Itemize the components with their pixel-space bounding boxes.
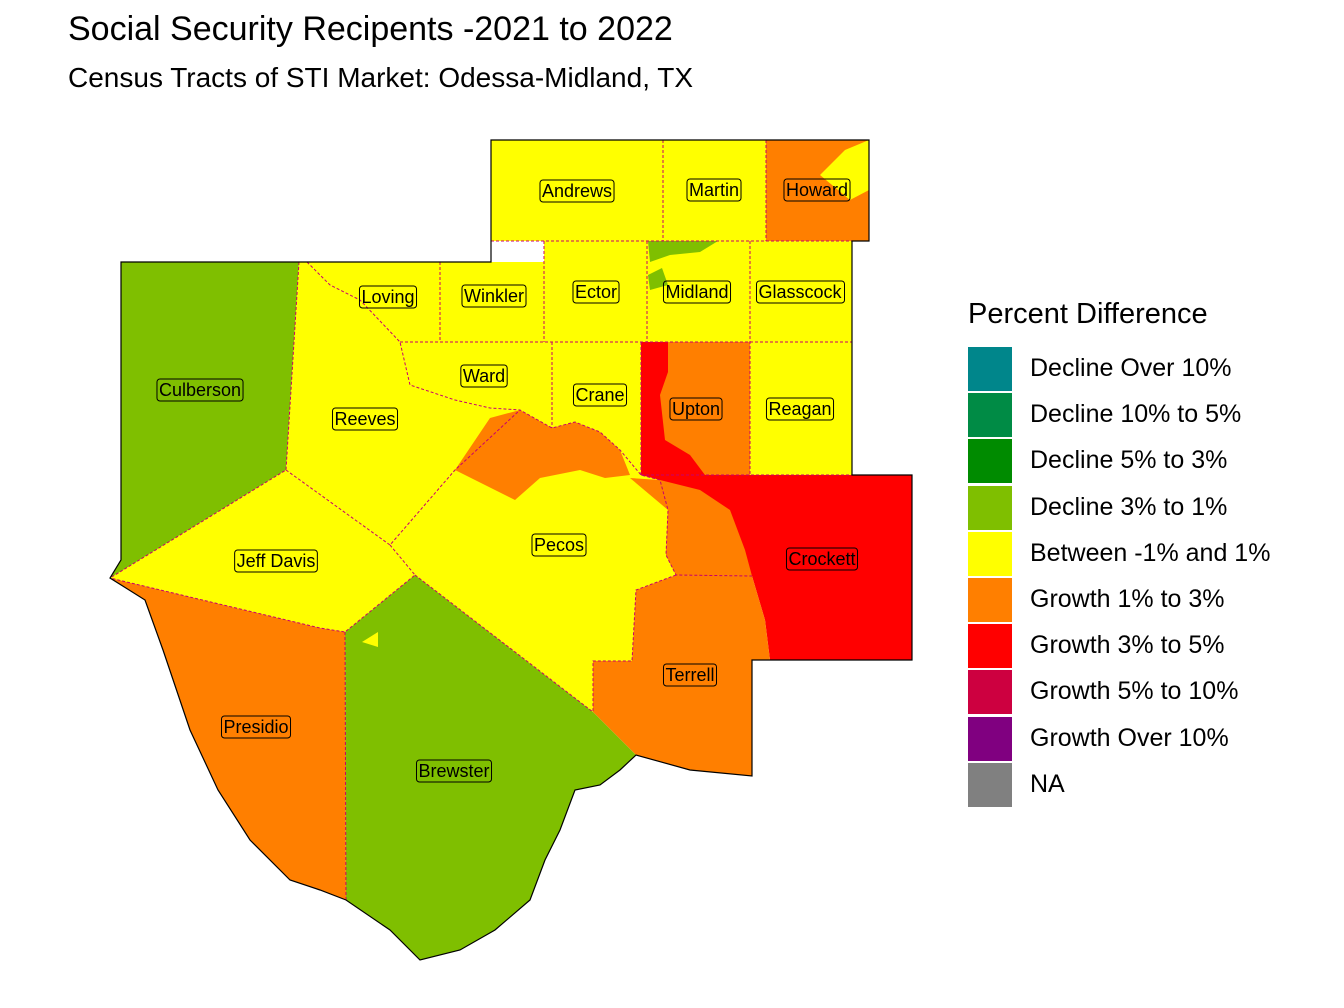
svg-text:Crane: Crane [575,385,624,405]
legend-swatch [968,716,1012,761]
county-martin [663,140,766,241]
svg-text:Glasscock: Glasscock [758,282,842,302]
legend-item: Decline 10% to 5% [968,393,1328,438]
county-label-andrews: Andrews [539,179,615,203]
county-reagan [750,342,852,475]
county-label-reeves: Reeves [331,407,399,431]
legend-item: Decline 3% to 1% [968,485,1328,530]
county-jeffdavis [110,470,415,632]
svg-text:Andrews: Andrews [542,181,612,201]
county-label-jeff-davis: Jeff Davis [234,549,318,573]
svg-text:Pecos: Pecos [534,535,584,555]
svg-text:Ward: Ward [463,366,505,386]
legend-swatch [968,624,1012,669]
county-label-terrell: Terrell [662,663,718,687]
county-label-ector: Ector [572,280,620,304]
county-label-glasscock: Glasscock [755,280,846,304]
pecos-tract-patch-orange [455,410,630,500]
legend-swatch [968,439,1012,484]
county-label-midland: Midland [662,280,732,304]
upton-tract-patch [641,342,705,475]
legend-swatch [968,393,1012,438]
county-culberson [110,262,299,578]
svg-text:Upton: Upton [672,399,720,419]
legend-title: Percent Difference [968,298,1208,330]
legend-label: NA [1030,769,1065,798]
legend-item: NA [968,762,1328,807]
svg-text:Jeff Davis: Jeff Davis [237,551,316,571]
legend-label: Decline Over 10% [1030,354,1232,382]
svg-text:Terrell: Terrell [665,665,714,685]
svg-text:Martin: Martin [689,180,739,200]
market-outline [109,139,913,961]
legend-label: Growth Over 10% [1030,723,1229,752]
county-label-upton: Upton [669,397,723,421]
county-glasscock [750,241,852,342]
svg-text:Winkler: Winkler [464,286,524,306]
county-label-howard: Howard [783,178,851,202]
svg-text:Midland: Midland [665,282,728,302]
county-label-presidio: Presidio [220,715,292,739]
county-label-reagan: Reagan [765,397,835,421]
legend-item: Growth 1% to 3% [968,578,1328,622]
svg-text:Brewster: Brewster [418,761,489,781]
svg-text:Loving: Loving [361,287,414,307]
legend-swatch [968,347,1012,391]
county-upton [641,342,750,475]
legend-item: Growth 5% to 10% [968,670,1328,715]
county-label-brewster: Brewster [415,759,493,783]
county-label-culberson: Culberson [156,378,244,402]
crockett-edge-patch [630,478,752,576]
county-ector [544,241,647,342]
map-subtitle: Census Tracts of STI Market: Odessa-Midl… [68,62,694,93]
legend-swatch [968,762,1012,807]
legend-swatch [968,531,1012,576]
county-midland [647,241,750,342]
legend-item: Decline 5% to 3% [968,439,1328,484]
legend-item: Decline Over 10% [968,347,1328,391]
legend-label: Growth 1% to 3% [1030,585,1225,613]
map-title: Social Security Recipents -2021 to 2022 [68,10,673,48]
county-pecos [390,410,676,712]
county-crane [552,342,641,475]
svg-text:Presidio: Presidio [223,717,288,737]
county-label-crane: Crane [572,383,628,407]
county-loving [307,262,440,342]
county-label-loving: Loving [358,285,418,309]
legend-swatch [968,578,1012,622]
county-label-martin: Martin [686,178,742,202]
legend-swatch [968,485,1012,530]
howard-tract-patch [820,140,869,200]
svg-text:Howard: Howard [786,180,848,200]
county-presidio [110,578,346,900]
county-terrell [593,575,770,776]
county-andrews [491,140,663,241]
county-brewster [345,575,636,960]
svg-text:Culberson: Culberson [159,380,241,400]
legend-label: Growth 5% to 10% [1030,677,1239,706]
county-label-winkler: Winkler [461,284,527,308]
legend-label: Between -1% and 1% [1030,538,1271,567]
brewster-tract-patch [362,632,378,647]
county-label-pecos: Pecos [531,533,587,557]
county-label-ward: Ward [460,364,508,388]
legend-label: Growth 3% to 5% [1030,631,1225,660]
svg-text:Reeves: Reeves [334,409,395,429]
legend-item: Growth 3% to 5% [968,624,1328,669]
svg-text:Ector: Ector [575,282,617,302]
legend-swatch [968,670,1012,715]
legend-item: Between -1% and 1% [968,531,1328,576]
county-winkler [440,262,544,342]
midland-tract-patch [648,241,718,262]
county-ward [400,342,552,428]
legend-label: Decline 5% to 3% [1030,446,1228,475]
svg-text:Crockett: Crockett [788,549,855,569]
county-reeves [286,262,520,545]
legend-label: Decline 10% to 5% [1030,400,1242,429]
legend-item: Growth Over 10% [968,716,1328,761]
legend-label: Decline 3% to 1% [1030,492,1228,521]
county-label-crockett: Crockett [785,547,859,571]
svg-text:Reagan: Reagan [768,399,831,419]
